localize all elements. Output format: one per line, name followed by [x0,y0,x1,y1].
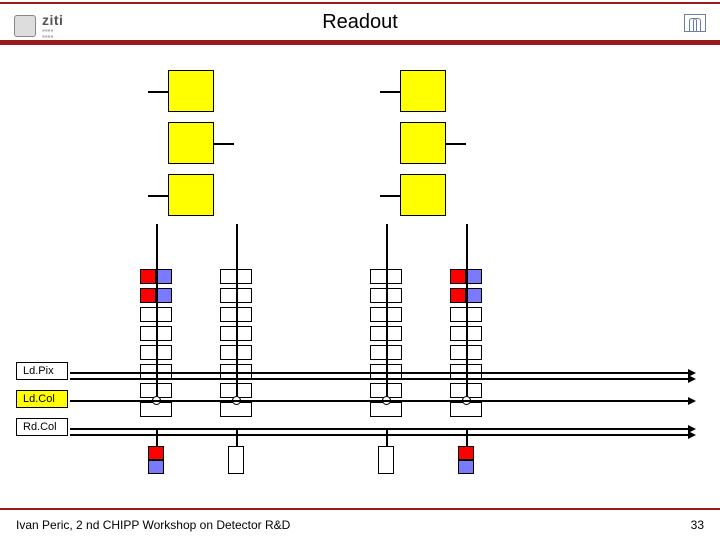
stub-line [148,195,168,197]
drop-vline [386,428,388,446]
readout-cell-border [148,446,164,474]
label-ldpix: Ld.Pix [16,362,68,380]
stub-line [380,91,400,93]
bus-line [70,372,690,374]
arrow-icon [688,397,696,405]
col-vline [386,224,388,400]
readout-cell [378,446,394,474]
cell-half [466,288,482,303]
label-ldcol: Ld.Col [16,390,68,408]
cell-half [450,269,466,284]
col-vline [236,224,238,400]
cell-half [450,288,466,303]
drop-vline [466,428,468,446]
pixel-box [400,70,446,112]
col-vline [466,224,468,400]
bus-line [70,428,690,430]
cell-half [140,269,156,284]
stub-line [148,91,168,93]
title-bar: ziti ▪▪▪▪▪▪▪▪ Readout [0,4,720,40]
pixel-box [168,70,214,112]
logo-dots: ▪▪▪▪▪▪▪▪ [42,28,63,40]
bus-line [70,434,690,436]
bus-line [70,400,690,402]
crest-icon [14,15,36,37]
cell-half [140,288,156,303]
logo-left: ziti ▪▪▪▪▪▪▪▪ [14,12,63,40]
footer: Ivan Peric, 2 nd CHIPP Workshop on Detec… [0,510,720,540]
footer-left: Ivan Peric, 2 nd CHIPP Workshop on Detec… [16,518,290,532]
cell-half [156,288,172,303]
diagram-stage [0,44,720,506]
readout-cell [228,446,244,474]
stub-line [214,143,234,145]
stub-line [446,143,466,145]
footer-right: 33 [691,518,704,532]
cell-half [466,269,482,284]
logo-right-icon [684,14,706,32]
pixel-box [168,122,214,164]
readout-cell-border [458,446,474,474]
bus-line [70,378,690,380]
pixel-box [400,174,446,216]
page-title: Readout [322,11,398,34]
arrow-icon [688,375,696,383]
stub-line [380,195,400,197]
pixel-box [168,174,214,216]
arrow-icon [688,431,696,439]
cell-half [156,269,172,284]
drop-vline [156,428,158,446]
drop-vline [236,428,238,446]
col-vline [156,224,158,400]
label-rdcol: Rd.Col [16,418,68,436]
pixel-box [400,122,446,164]
